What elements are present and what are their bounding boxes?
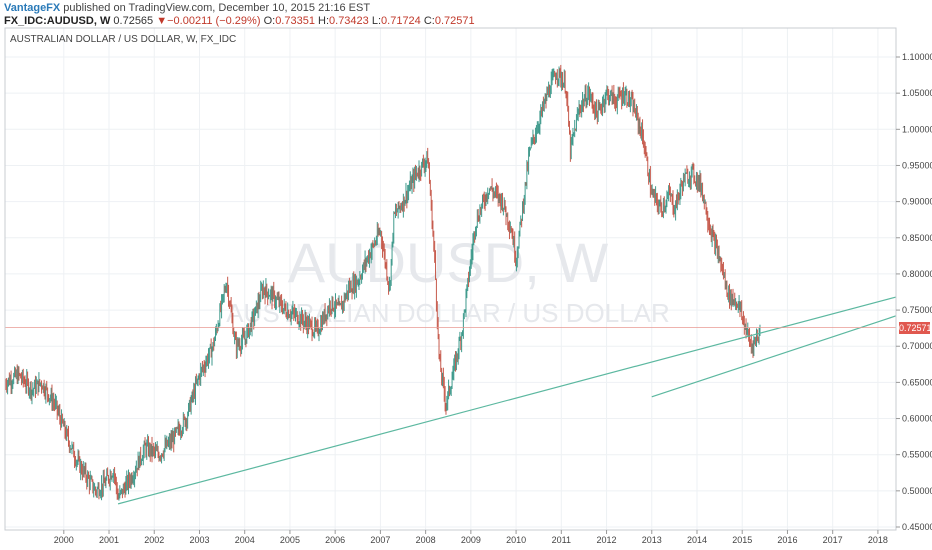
price-change: −0.00211 (−0.29%) [167, 15, 261, 27]
high-value: 0.73423 [329, 15, 369, 27]
y-tick-label: 0.55000 [902, 450, 932, 460]
x-tick-label: 2005 [280, 535, 300, 545]
y-tick-label: 0.85000 [902, 233, 932, 243]
y-tick-label: 0.45000 [902, 522, 932, 532]
y-tick-label: 0.50000 [902, 486, 932, 496]
low-value: 0.71724 [381, 15, 421, 27]
y-tick-label: 1.00000 [902, 124, 932, 134]
publish-header: VantageFX published on TradingView.com, … [4, 2, 924, 15]
x-tick-label: 2017 [823, 535, 843, 545]
y-tick-label: 0.75000 [902, 305, 932, 315]
open-value: 0.73351 [275, 15, 315, 27]
price-bars [4, 64, 761, 501]
x-tick-label: 2000 [54, 535, 74, 545]
last-price-tag: 0.72571 [899, 322, 932, 334]
chart-title: AUSTRALIAN DOLLAR / US DOLLAR, W, FX_IDC [10, 34, 237, 45]
quote-bar: FX_IDC:AUDUSD, W 0.72565 ▼−0.00211 (−0.2… [4, 15, 475, 28]
close-label: C: [423, 15, 435, 27]
x-tick-label: 2010 [506, 535, 526, 545]
grid [5, 28, 896, 530]
x-tick-label: 2012 [597, 535, 617, 545]
x-tick-label: 2003 [189, 535, 209, 545]
y-tick-label: 0.95000 [902, 160, 932, 170]
last-price: 0.72565 [113, 15, 154, 27]
x-tick-label: 2006 [325, 535, 345, 545]
x-tick-label: 2007 [370, 535, 390, 545]
x-tick-label: 2002 [144, 535, 164, 545]
x-tick-label: 2008 [416, 535, 436, 545]
y-tick-label: 1.05000 [902, 88, 932, 98]
x-tick-label: 2004 [235, 535, 255, 545]
y-tick-label: 0.65000 [902, 377, 932, 387]
x-tick-label: 2018 [868, 535, 888, 545]
trendlines[interactable] [117, 296, 897, 505]
y-tick-label: 0.70000 [902, 341, 932, 351]
trendline[interactable] [651, 315, 897, 398]
trendline[interactable] [117, 296, 897, 505]
low-label: L: [371, 15, 382, 27]
y-tick-label: 0.90000 [902, 197, 932, 207]
publish-info: published on TradingView.com, December 1… [60, 2, 371, 14]
symbol-label[interactable]: FX_IDC:AUDUSD, W [4, 15, 111, 27]
y-tick-label: 0.80000 [902, 269, 932, 279]
close-value: 0.72571 [434, 15, 475, 27]
x-tick-label: 2016 [777, 535, 797, 545]
x-tick-label: 2001 [99, 535, 119, 545]
high-label: H: [318, 15, 330, 27]
down-arrow-icon: ▼ [156, 15, 168, 27]
y-tick-label: 0.60000 [902, 414, 932, 424]
plot-frame [4, 27, 897, 531]
watermark-symbol: AUDUSD, W [288, 231, 609, 294]
x-tick-label: 2013 [642, 535, 662, 545]
publisher-link[interactable]: VantageFX [4, 2, 61, 14]
x-tick-label: 2011 [552, 535, 571, 545]
y-tick-label: 1.10000 [902, 52, 932, 62]
x-tick-label: 2014 [687, 535, 707, 545]
axes: 1.10000 1.05000 1.00000 0.95000 0.90000 0.850… [4, 27, 932, 545]
open-label: O: [263, 15, 276, 27]
x-tick-label: 2015 [732, 535, 752, 545]
x-tick-label: 2009 [461, 535, 481, 545]
